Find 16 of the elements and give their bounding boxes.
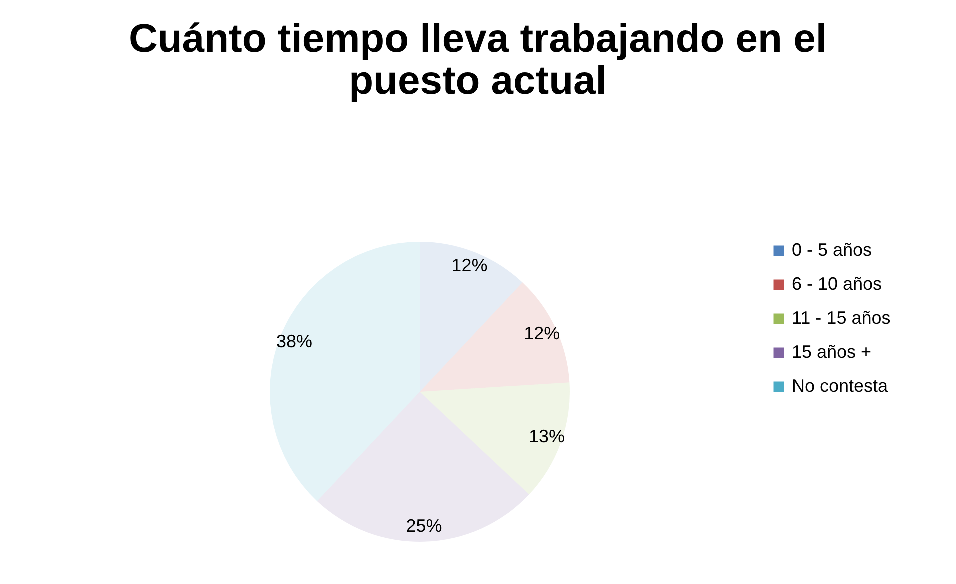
data-label: 12% [452,255,488,276]
legend-label: 6 - 10 años [792,274,882,294]
pie-slice [420,382,570,495]
data-label: 12% [524,324,560,344]
legend-label: 15 años + [792,342,872,362]
data-label: 38% [276,331,312,352]
pie-slice [420,282,570,392]
pie-slice [317,392,530,542]
legend-label: No contesta [792,376,890,396]
chart-title: Cuánto tiempo lleva trabajando en el puesto actual [129,17,827,103]
pie-slice [270,242,420,502]
pie-slice [420,242,523,392]
legend-label: 11 - 15 años [792,308,891,328]
legend-label: 0 - 5 años [792,240,872,260]
data-label: 13% [529,426,566,447]
data-label: 25% [406,516,442,536]
